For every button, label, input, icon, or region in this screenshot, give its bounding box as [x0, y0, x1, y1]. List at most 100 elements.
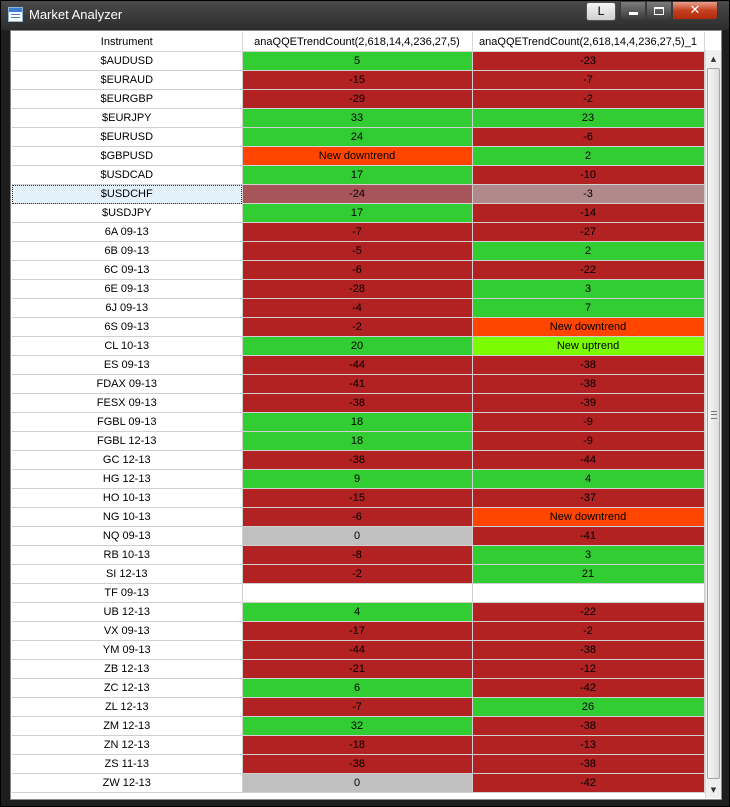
trend-count-1-cell[interactable]: 7 [472, 298, 705, 318]
trend-count-1-cell[interactable]: 4 [472, 469, 705, 489]
table-row[interactable]: HG 12-13 9 4 [12, 469, 705, 489]
table-row[interactable]: $AUDUSD 5 -23 [12, 51, 705, 71]
instrument-cell[interactable]: YM 09-13 [12, 640, 243, 660]
trend-count-1-cell[interactable]: -12 [472, 659, 705, 679]
instrument-cell[interactable]: 6B 09-13 [12, 241, 243, 261]
trend-count-cell[interactable]: -41 [242, 374, 473, 394]
table-row[interactable]: 6A 09-13 -7 -27 [12, 222, 705, 242]
table-row[interactable]: ZB 12-13 -21 -12 [12, 659, 705, 679]
trend-count-1-cell[interactable]: -41 [472, 526, 705, 546]
trend-count-1-cell[interactable] [472, 583, 705, 603]
instrument-cell[interactable]: $GBPUSD [12, 146, 243, 166]
trend-count-cell[interactable]: -18 [242, 735, 473, 755]
instrument-cell[interactable]: 6S 09-13 [12, 317, 243, 337]
table-row[interactable]: NG 10-13 -6 New downtrend [12, 507, 705, 527]
trend-count-1-cell[interactable]: -6 [472, 127, 705, 147]
scroll-up-arrow-icon[interactable]: ▲ [710, 54, 717, 63]
instrument-cell[interactable]: FDAX 09-13 [12, 374, 243, 394]
trend-count-1-cell[interactable]: -38 [472, 355, 705, 375]
trend-count-1-cell[interactable]: New downtrend [472, 507, 705, 527]
trend-count-cell[interactable]: New downtrend [242, 146, 473, 166]
trend-count-cell[interactable]: 0 [242, 773, 473, 793]
column-header-trend-count-1[interactable]: anaQQETrendCount(2,618,14,4,236,27,5)_1 [472, 32, 705, 52]
table-row[interactable]: 6E 09-13 -28 3 [12, 279, 705, 299]
table-row[interactable]: $EURGBP -29 -2 [12, 89, 705, 109]
trend-count-cell[interactable]: -21 [242, 659, 473, 679]
table-row[interactable]: $USDJPY 17 -14 [12, 203, 705, 223]
trend-count-cell[interactable]: 24 [242, 127, 473, 147]
table-row[interactable]: ZN 12-13 -18 -13 [12, 735, 705, 755]
instrument-cell[interactable]: $USDCAD [12, 165, 243, 185]
trend-count-1-cell[interactable]: -38 [472, 640, 705, 660]
trend-count-cell[interactable]: 17 [242, 203, 473, 223]
instrument-cell[interactable]: $USDCHF [12, 184, 243, 204]
trend-count-cell[interactable]: -44 [242, 355, 473, 375]
table-row[interactable]: 6C 09-13 -6 -22 [12, 260, 705, 280]
table-row[interactable]: 6J 09-13 -4 7 [12, 298, 705, 318]
table-row[interactable]: 6B 09-13 -5 2 [12, 241, 705, 261]
instrument-cell[interactable]: RB 10-13 [12, 545, 243, 565]
trend-count-1-cell[interactable]: 26 [472, 697, 705, 717]
trend-count-cell[interactable]: 5 [242, 51, 473, 71]
instrument-cell[interactable]: NQ 09-13 [12, 526, 243, 546]
trend-count-cell[interactable] [242, 583, 473, 603]
instrument-cell[interactable]: GC 12-13 [12, 450, 243, 470]
trend-count-cell[interactable]: -38 [242, 754, 473, 774]
instrument-cell[interactable]: FGBL 12-13 [12, 431, 243, 451]
trend-count-1-cell[interactable]: 3 [472, 545, 705, 565]
trend-count-1-cell[interactable]: -22 [472, 260, 705, 280]
trend-count-1-cell[interactable]: -27 [472, 222, 705, 242]
table-row[interactable]: TF 09-13 [12, 583, 705, 603]
table-row[interactable]: ZW 12-13 0 -42 [12, 773, 705, 793]
trend-count-cell[interactable]: 32 [242, 716, 473, 736]
trend-count-cell[interactable]: -29 [242, 89, 473, 109]
instrument-cell[interactable]: 6C 09-13 [12, 260, 243, 280]
trend-count-1-cell[interactable]: -38 [472, 374, 705, 394]
link-button[interactable]: L [586, 2, 616, 21]
column-header-instrument[interactable]: Instrument [12, 32, 243, 52]
instrument-cell[interactable]: 6A 09-13 [12, 222, 243, 242]
trend-count-1-cell[interactable]: New downtrend [472, 317, 705, 337]
maximize-button[interactable] [646, 1, 672, 20]
trend-count-cell[interactable]: -38 [242, 450, 473, 470]
table-row[interactable]: FDAX 09-13 -41 -38 [12, 374, 705, 394]
table-row[interactable]: NQ 09-13 0 -41 [12, 526, 705, 546]
table-row[interactable]: 6S 09-13 -2 New downtrend [12, 317, 705, 337]
table-row[interactable]: ZM 12-13 32 -38 [12, 716, 705, 736]
trend-count-cell[interactable]: -38 [242, 393, 473, 413]
trend-count-cell[interactable]: 0 [242, 526, 473, 546]
trend-count-1-cell[interactable]: New uptrend [472, 336, 705, 356]
table-row[interactable]: YM 09-13 -44 -38 [12, 640, 705, 660]
trend-count-cell[interactable]: 4 [242, 602, 473, 622]
instrument-cell[interactable]: HG 12-13 [12, 469, 243, 489]
trend-count-1-cell[interactable]: 2 [472, 146, 705, 166]
trend-count-cell[interactable]: -5 [242, 241, 473, 261]
instrument-cell[interactable]: ZB 12-13 [12, 659, 243, 679]
instrument-cell[interactable]: ZW 12-13 [12, 773, 243, 793]
trend-count-1-cell[interactable]: -14 [472, 203, 705, 223]
table-row[interactable]: HO 10-13 -15 -37 [12, 488, 705, 508]
table-row[interactable]: ZS 11-13 -38 -38 [12, 754, 705, 774]
trend-count-1-cell[interactable]: -38 [472, 754, 705, 774]
trend-count-cell[interactable]: 18 [242, 412, 473, 432]
trend-count-cell[interactable]: -7 [242, 697, 473, 717]
trend-count-1-cell[interactable]: -2 [472, 89, 705, 109]
instrument-cell[interactable]: ZS 11-13 [12, 754, 243, 774]
table-row[interactable]: FGBL 12-13 18 -9 [12, 431, 705, 451]
instrument-cell[interactable]: FGBL 09-13 [12, 412, 243, 432]
instrument-cell[interactable]: CL 10-13 [12, 336, 243, 356]
trend-count-cell[interactable]: -15 [242, 70, 473, 90]
instrument-cell[interactable]: $EURGBP [12, 89, 243, 109]
trend-count-cell[interactable]: -17 [242, 621, 473, 641]
trend-count-1-cell[interactable]: -3 [472, 184, 705, 204]
trend-count-cell[interactable]: 9 [242, 469, 473, 489]
trend-count-cell[interactable]: -15 [242, 488, 473, 508]
instrument-cell[interactable]: TF 09-13 [12, 583, 243, 603]
table-row[interactable]: ZL 12-13 -7 26 [12, 697, 705, 717]
table-row[interactable]: $USDCAD 17 -10 [12, 165, 705, 185]
table-row[interactable]: $GBPUSD New downtrend 2 [12, 146, 705, 166]
table-row[interactable]: CL 10-13 20 New uptrend [12, 336, 705, 356]
trend-count-cell[interactable]: 20 [242, 336, 473, 356]
instrument-cell[interactable]: ZN 12-13 [12, 735, 243, 755]
instrument-cell[interactable]: ES 09-13 [12, 355, 243, 375]
